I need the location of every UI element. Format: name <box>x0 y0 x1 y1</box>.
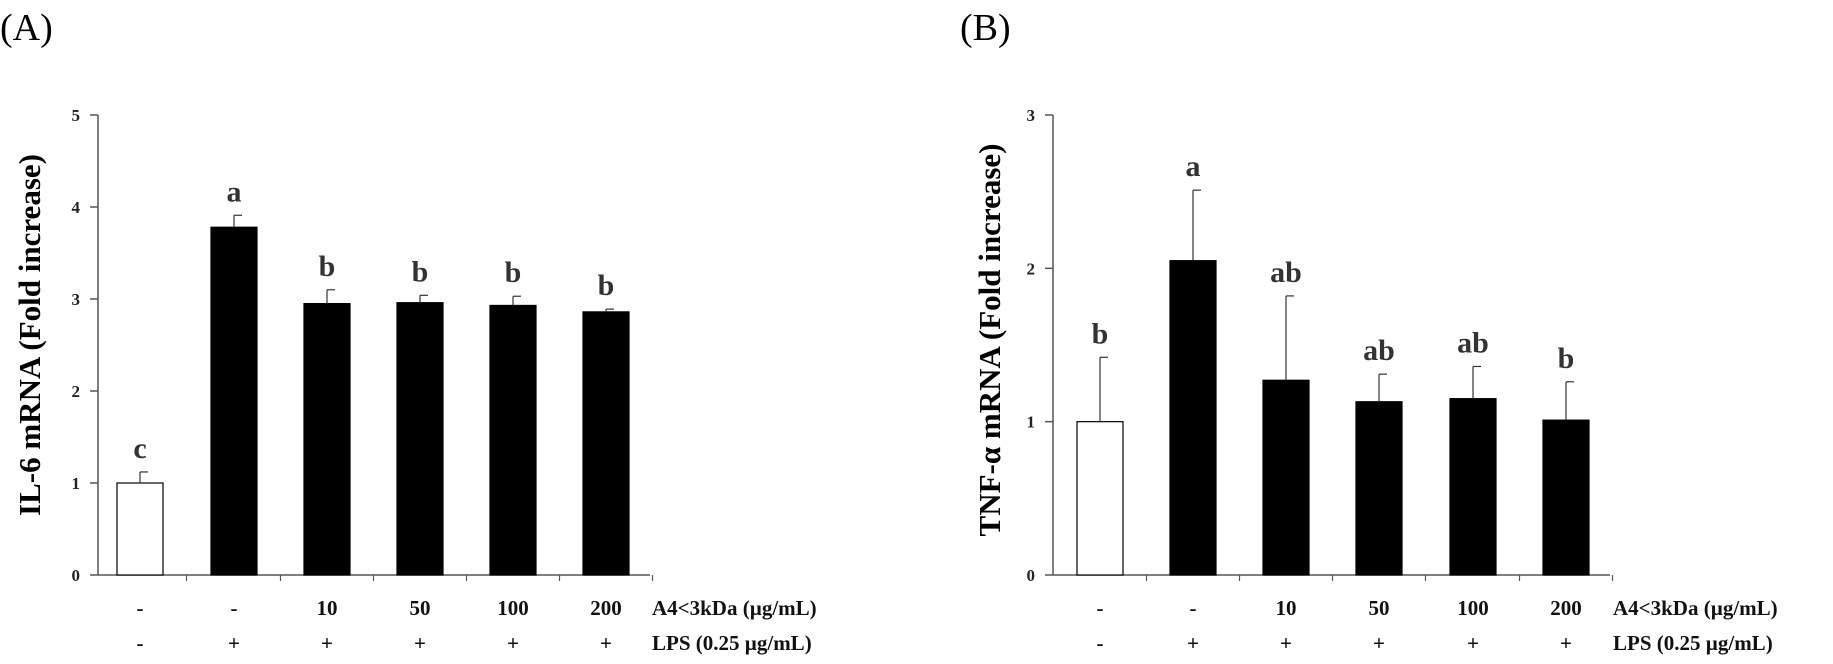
condition-value: - <box>1097 596 1104 620</box>
condition-value: 50 <box>410 596 431 620</box>
bar <box>1076 421 1124 576</box>
y-axis-label-b: TNF-α mRNA (Fold increase) <box>972 144 1007 537</box>
condition-value: + <box>1560 631 1572 655</box>
y-ticks-b: 0 1 2 3 <box>1027 106 1053 585</box>
significance-letter: b <box>319 250 336 283</box>
condition-value: 10 <box>1276 596 1297 620</box>
condition-value: - <box>1097 631 1104 655</box>
panel-b: (B) TNF-α mRNA (Fold increase) 0 1 2 3 b a ab… <box>960 7 1778 655</box>
significance-letter: a <box>1186 150 1201 183</box>
y-tick-label: 3 <box>1027 106 1036 125</box>
bar <box>303 303 351 576</box>
bars-a: c a b b b b <box>116 175 654 581</box>
significance-letter: ab <box>1270 256 1302 289</box>
y-tick-label: 4 <box>72 198 81 217</box>
bar <box>489 304 537 576</box>
condition-value: - <box>231 596 238 620</box>
y-tick-label: 5 <box>72 106 81 125</box>
bars-b: b a ab ab ab b <box>1076 150 1614 581</box>
significance-letter: ab <box>1457 326 1489 359</box>
significance-letter: b <box>505 256 522 289</box>
bar <box>1169 260 1217 576</box>
y-ticks-a: 0 1 2 3 4 5 <box>72 106 98 585</box>
condition-row-label: A4<3kDa (µg/mL) <box>652 596 817 620</box>
condition-value: + <box>1187 631 1199 655</box>
significance-letter: a <box>227 175 242 208</box>
condition-value: 100 <box>497 596 529 620</box>
condition-value: + <box>1467 631 1479 655</box>
condition-row-label: LPS (0.25 µg/mL) <box>652 631 812 655</box>
y-tick-label: 0 <box>72 566 81 585</box>
condition-value: 50 <box>1369 596 1390 620</box>
condition-rows-b: - - 10 50 100 200 A4<3kDa (µg/mL) - + + + + + LPS (0.… <box>1097 596 1778 655</box>
condition-value: + <box>228 631 240 655</box>
condition-value: 100 <box>1457 596 1489 620</box>
panel-label-b: (B) <box>960 7 1011 49</box>
condition-value: - <box>137 631 144 655</box>
bar <box>1542 419 1590 576</box>
condition-value: 200 <box>1550 596 1582 620</box>
significance-letter: b <box>1558 342 1575 375</box>
condition-value: + <box>321 631 333 655</box>
y-tick-label: 1 <box>72 474 81 493</box>
bar <box>1355 401 1403 576</box>
panel-a: (A) IL-6 mRNA (Fold increase) 0 1 2 3 4 5 c a b… <box>0 7 817 655</box>
y-axis-label-a: IL-6 mRNA (Fold increase) <box>12 154 47 516</box>
y-tick-label: 1 <box>1027 413 1036 432</box>
condition-value: 200 <box>590 596 622 620</box>
condition-value: + <box>600 631 612 655</box>
bar <box>396 302 444 576</box>
y-tick-label: 0 <box>1027 566 1036 585</box>
bar <box>116 482 164 576</box>
condition-value: + <box>507 631 519 655</box>
y-tick-label: 2 <box>1027 259 1036 278</box>
condition-value: - <box>137 596 144 620</box>
y-tick-label: 2 <box>72 382 81 401</box>
condition-value: + <box>1373 631 1385 655</box>
bar <box>1449 398 1497 576</box>
condition-row-label: A4<3kDa (µg/mL) <box>1613 596 1778 620</box>
significance-letter: ab <box>1363 334 1395 367</box>
condition-row-label: LPS (0.25 µg/mL) <box>1613 631 1773 655</box>
significance-letter: b <box>412 255 429 288</box>
condition-value: + <box>414 631 426 655</box>
significance-letter: c <box>133 432 146 465</box>
condition-value: 10 <box>317 596 338 620</box>
significance-letter: b <box>598 269 615 302</box>
panel-label-a: (A) <box>0 7 53 49</box>
condition-value: + <box>1280 631 1292 655</box>
bar <box>210 226 258 576</box>
significance-letter: b <box>1092 317 1109 350</box>
bar <box>1262 379 1310 576</box>
condition-rows-a: - - 10 50 100 200 A4<3kDa (µg/mL) - + + + + + LPS (0.… <box>137 596 817 655</box>
y-tick-label: 3 <box>72 290 81 309</box>
bar <box>582 311 630 576</box>
condition-value: - <box>1190 596 1197 620</box>
